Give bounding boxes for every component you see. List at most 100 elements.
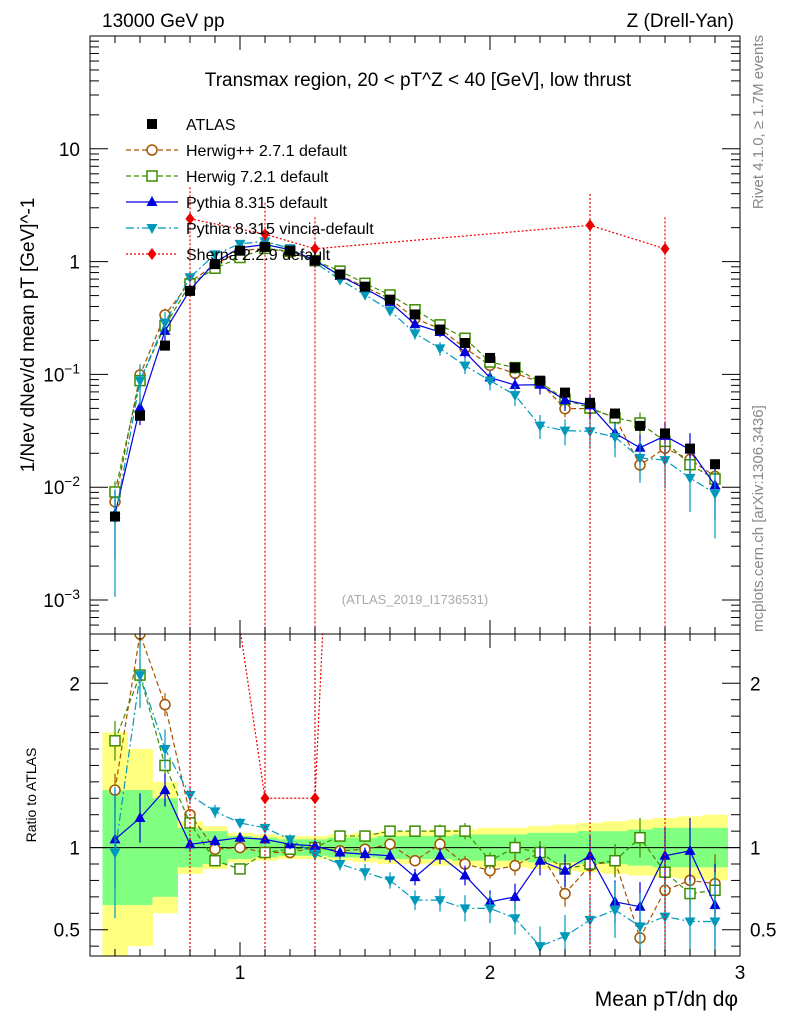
series-point: [634, 453, 646, 464]
series-ratio-point: [209, 835, 221, 845]
series-ratio-point: [509, 914, 521, 925]
data-point: [435, 324, 445, 335]
series-point: [459, 361, 471, 372]
series-line: [114, 240, 716, 519]
series-ratio-point: [434, 896, 446, 907]
series-ratio-point: [134, 671, 146, 682]
series-ratio-point: [659, 912, 671, 923]
data-point: [710, 459, 720, 470]
y-tick-label: 10: [59, 140, 80, 161]
series-point: [509, 379, 521, 390]
series-point: [159, 318, 171, 329]
series-point: [584, 427, 596, 438]
series-ratio-point: [209, 854, 221, 867]
series-ratio-point: [509, 890, 521, 901]
ratio-tick-label-right: 1: [750, 839, 761, 860]
series-ratio-point: [434, 825, 446, 837]
y-tick-label: 1: [69, 253, 80, 274]
series-ratio-point: [134, 812, 146, 822]
series-ratio-point: [559, 887, 571, 900]
legend-marker: [147, 119, 157, 129]
data-point: [560, 387, 570, 398]
series-ratio-point: [159, 745, 171, 755]
series-ratio-point: [509, 841, 521, 854]
series-point: [134, 376, 146, 387]
legend-label: Herwig++ 2.7.1 default: [186, 143, 348, 160]
series-point: [559, 393, 571, 404]
process-label: Z (Drell-Yan): [627, 11, 734, 32]
series-point: [359, 290, 371, 301]
series-ratio-point: [234, 863, 246, 875]
series-line: [114, 243, 716, 515]
series-ratio-point: [334, 860, 346, 870]
series-point: [310, 242, 320, 255]
series-ratio-point: [484, 904, 496, 915]
series-ratio-point: [584, 915, 596, 926]
data-point: [685, 443, 695, 454]
series-ratio-point: [409, 854, 421, 867]
data-point: [410, 309, 420, 320]
series-ratio-point: [409, 871, 421, 882]
legend-marker: [147, 248, 157, 260]
data-point: [485, 352, 495, 363]
data-point: [235, 245, 245, 256]
y-tick-label: 10−3: [43, 587, 80, 612]
data-point: [210, 259, 220, 270]
series-ratio-point: [409, 896, 421, 907]
series-point: [185, 212, 195, 225]
data-point: [510, 362, 520, 373]
series-ratio-point: [484, 854, 496, 867]
series-point: [434, 344, 446, 355]
ratio-panel-data: [90, 634, 740, 956]
series-point: [459, 346, 471, 357]
series-ratio-point: [609, 906, 621, 916]
legend-label: Pythia 8.315 vincia-default: [186, 221, 374, 238]
series-ratio-point: [209, 807, 221, 818]
series-ratio-point: [359, 848, 371, 859]
legend-marker: [146, 144, 158, 156]
analysis-watermark: (ATLAS_2019_I1736531): [342, 592, 488, 607]
series-point: [234, 239, 246, 250]
data-point: [110, 511, 120, 522]
data-point: [260, 241, 270, 252]
series-ratio-point: [159, 698, 171, 711]
series-ratio-point: [409, 825, 421, 837]
series-point: [134, 401, 146, 412]
ratio-tick-label-right: 0.5: [750, 921, 776, 942]
series-point: [509, 391, 521, 402]
series-point: [585, 219, 595, 232]
ratio-axis-label: Ratio to ATLAS: [23, 748, 39, 843]
legend: ATLAS Herwig++ 2.7.1 default Herwig 7.2.1 …: [126, 117, 374, 264]
series-ratio-point: [559, 932, 571, 943]
series-ratio-point: [384, 825, 396, 837]
rivet-version-label: Rivet 4.1.0, ≥ 1.7M events: [750, 35, 767, 209]
data-point: [285, 245, 295, 256]
series-ratio-point: [684, 917, 696, 928]
data-point: [335, 269, 345, 280]
ratio-tick-label-left: 0.5: [54, 921, 80, 942]
series-point: [660, 242, 670, 255]
ratio-tick-label-left: 1: [69, 839, 80, 860]
data-point: [310, 255, 320, 266]
series-ratio-point: [384, 838, 396, 851]
series-ratio-point: [310, 792, 320, 805]
main-panel-data: [109, 187, 721, 634]
series-ratio-point: [259, 823, 271, 834]
data-point: [660, 428, 670, 439]
legend-label: Pythia 8.315 default: [186, 195, 328, 212]
data-point: [460, 337, 470, 348]
legend-label: ATLAS: [186, 117, 236, 134]
series-ratio-point: [434, 849, 446, 860]
axis-ticks: 1 2 3 10−3 10−2 10−1 1 10 0.5 0.5 1 1 2 2: [43, 36, 776, 984]
data-point: [535, 375, 545, 386]
mcplots-credit-label: mcplots.cern.ch [arXiv:1306.3436]: [750, 405, 767, 632]
x-tick-label: 2: [485, 963, 496, 984]
plot-title: Transmax region, 20 < pT^Z < 40 [GeV], l…: [205, 70, 632, 91]
series-point: [609, 432, 621, 443]
x-axis-label: Mean pT/dη dφ: [595, 988, 738, 1011]
data-point: [635, 420, 645, 431]
series-point: [709, 489, 721, 500]
series-ratio-point: [459, 825, 471, 837]
series-point: [684, 473, 696, 484]
